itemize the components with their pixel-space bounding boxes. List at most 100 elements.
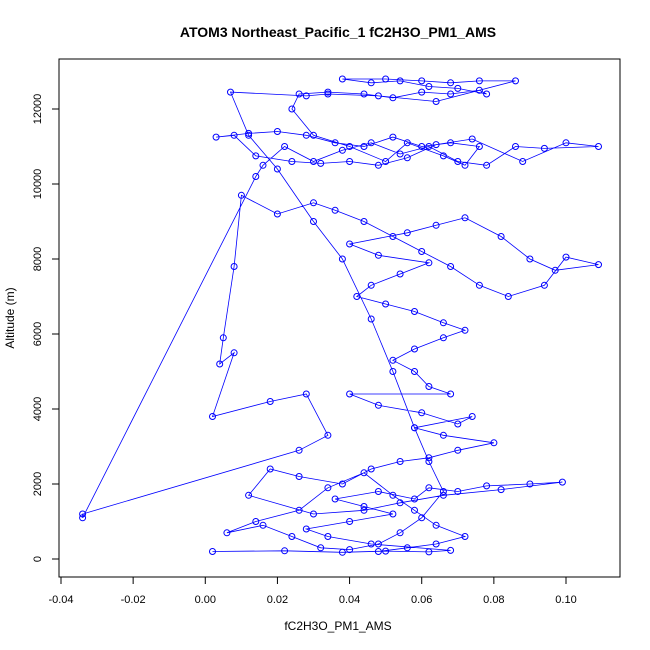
data-point xyxy=(425,548,433,556)
data-point xyxy=(310,158,317,165)
data-point xyxy=(310,131,317,139)
data-point xyxy=(281,547,289,555)
data-point xyxy=(245,129,253,137)
data-point xyxy=(219,334,227,342)
data-point xyxy=(346,518,354,525)
data-point xyxy=(310,218,317,225)
data-point xyxy=(396,458,404,465)
data-point xyxy=(374,251,382,259)
y-axis: 0 2000 4000 6000 8000 10000 12000 xyxy=(32,94,60,562)
data-point xyxy=(504,293,512,300)
data-point xyxy=(338,75,346,83)
data-point xyxy=(396,499,404,507)
data-point xyxy=(223,529,231,537)
data-point xyxy=(389,356,397,364)
data-point xyxy=(418,248,426,255)
data-point xyxy=(432,141,440,149)
data-point xyxy=(483,482,491,490)
data-point xyxy=(367,540,375,548)
data-point xyxy=(273,165,281,173)
data-point xyxy=(288,158,296,165)
data-point xyxy=(411,345,418,353)
data-point xyxy=(310,510,317,518)
data-point xyxy=(367,79,375,87)
data-point xyxy=(418,143,426,150)
data-point xyxy=(266,398,274,405)
data-point xyxy=(425,83,433,90)
data-point xyxy=(360,506,368,514)
data-point xyxy=(389,233,397,240)
data-point xyxy=(540,144,548,152)
data-point xyxy=(227,88,234,96)
data-point xyxy=(338,146,346,154)
data-point xyxy=(447,263,455,270)
data-point xyxy=(353,293,361,300)
data-point xyxy=(367,465,375,473)
data-point xyxy=(454,158,462,165)
data-point xyxy=(374,161,382,169)
data-point xyxy=(447,390,455,398)
data-point xyxy=(432,521,440,529)
y-tick-label: 6000 xyxy=(32,322,44,346)
data-point xyxy=(512,143,519,150)
data-point xyxy=(346,240,354,248)
data-point xyxy=(454,420,462,428)
data-point xyxy=(324,90,332,98)
data-point xyxy=(411,424,418,432)
data-point xyxy=(338,480,346,488)
data-point xyxy=(252,152,260,160)
data-point xyxy=(230,349,238,357)
data-point xyxy=(245,491,253,499)
data-point xyxy=(295,473,303,480)
data-point xyxy=(411,495,418,503)
data-point xyxy=(418,77,426,85)
data-point xyxy=(302,92,310,100)
data-point xyxy=(374,401,382,409)
data-point xyxy=(483,90,491,98)
data-point xyxy=(595,143,602,150)
data-point xyxy=(331,139,339,147)
data-point xyxy=(475,86,483,94)
data-point xyxy=(79,514,87,522)
data-point xyxy=(295,446,303,454)
data-point xyxy=(324,88,332,96)
data-point xyxy=(425,484,433,492)
data-point xyxy=(475,281,483,289)
data-point xyxy=(382,75,390,83)
data-point xyxy=(259,521,267,529)
data-point xyxy=(432,540,440,548)
data-point xyxy=(288,533,296,540)
data-point xyxy=(447,79,455,87)
data-point xyxy=(331,206,339,214)
data-point xyxy=(374,548,382,555)
data-point xyxy=(230,131,238,139)
data-point xyxy=(209,413,216,420)
data-point xyxy=(562,253,570,261)
data-point xyxy=(562,139,570,147)
data-point xyxy=(447,139,455,147)
data-point xyxy=(382,547,390,555)
data-point xyxy=(360,90,368,98)
data-point xyxy=(512,77,519,85)
data-point xyxy=(360,503,368,510)
data-point xyxy=(396,77,404,85)
data-point xyxy=(310,199,317,207)
data-point xyxy=(245,131,253,139)
data-point xyxy=(259,161,267,169)
data-point xyxy=(454,84,462,92)
data-point xyxy=(403,139,411,147)
data-point xyxy=(403,229,411,237)
data-point xyxy=(324,533,332,540)
data-point xyxy=(432,98,440,105)
data-point xyxy=(273,210,281,218)
data-point xyxy=(382,158,390,165)
data-point xyxy=(338,255,346,263)
data-point xyxy=(454,488,462,495)
y-tick-label: 0 xyxy=(32,556,44,562)
data-point xyxy=(468,135,476,143)
data-point xyxy=(266,465,274,473)
data-point xyxy=(389,133,397,141)
data-point xyxy=(374,488,382,495)
x-tick-label: 0.08 xyxy=(483,594,504,606)
